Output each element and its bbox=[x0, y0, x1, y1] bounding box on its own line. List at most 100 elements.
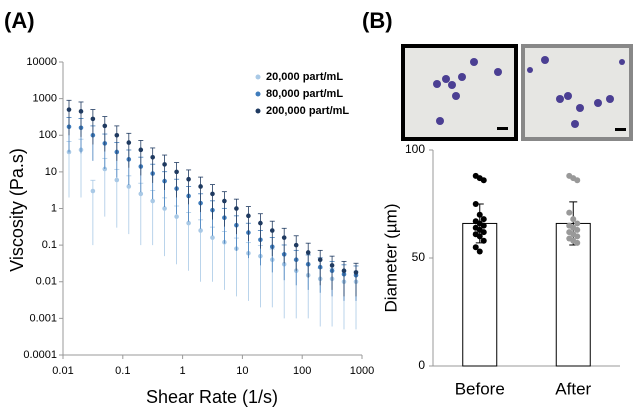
data-point bbox=[126, 184, 132, 189]
x-axis-label: Shear Rate (1/s) bbox=[146, 387, 278, 407]
data-point bbox=[150, 198, 155, 204]
data-point bbox=[186, 176, 191, 182]
data-point bbox=[258, 220, 263, 226]
data-point bbox=[186, 220, 191, 226]
y-tick-label: 0.01 bbox=[36, 276, 57, 288]
bar bbox=[555, 222, 591, 367]
data-point bbox=[341, 268, 347, 274]
bar bbox=[462, 222, 498, 367]
y-axis-label: Viscosity (Pa.s) bbox=[7, 148, 27, 272]
legend-marker bbox=[255, 108, 261, 114]
panel-label: (B) bbox=[362, 8, 393, 33]
data-point bbox=[162, 162, 167, 167]
data-point bbox=[210, 235, 215, 240]
y-tick-label: 1 bbox=[51, 202, 57, 214]
data-point bbox=[210, 191, 215, 197]
data-point bbox=[480, 222, 487, 229]
data-point bbox=[102, 123, 108, 129]
data-point bbox=[269, 228, 275, 233]
legend-label: 200,000 part/mL bbox=[266, 105, 349, 117]
x-tick-label: 0.1 bbox=[115, 365, 130, 377]
error-bar bbox=[78, 101, 84, 137]
data-point bbox=[138, 191, 144, 197]
data-point bbox=[574, 233, 581, 240]
data-point bbox=[222, 198, 227, 204]
y-tick-label: 10 bbox=[45, 166, 57, 178]
error-bar bbox=[329, 255, 335, 290]
y-tick-label: 0.001 bbox=[29, 312, 57, 324]
error-bar bbox=[233, 198, 239, 235]
data-point bbox=[162, 206, 167, 211]
error-bar bbox=[221, 191, 227, 227]
micrograph-before bbox=[401, 44, 518, 141]
data-point bbox=[472, 244, 479, 251]
error-bar bbox=[138, 140, 144, 176]
data-point bbox=[90, 188, 96, 194]
error-bar bbox=[317, 249, 323, 286]
y-axis-label: Diameter (µm) bbox=[381, 204, 400, 313]
error-bar bbox=[186, 169, 192, 205]
x-tick-label: 1 bbox=[180, 365, 186, 377]
data-point bbox=[480, 177, 487, 184]
data-point bbox=[138, 147, 144, 153]
data-point bbox=[566, 209, 573, 216]
y-tick-label: 1000 bbox=[33, 93, 57, 105]
data-point bbox=[480, 216, 487, 223]
y-tick-label: 50 bbox=[412, 250, 426, 264]
data-point bbox=[174, 169, 179, 175]
x-tick-label: 10 bbox=[236, 365, 248, 377]
error-bar bbox=[114, 125, 120, 161]
error-bar bbox=[293, 235, 299, 271]
error-bar bbox=[305, 242, 311, 278]
data-point bbox=[570, 216, 577, 223]
data-point bbox=[317, 257, 323, 262]
error-bar bbox=[174, 162, 180, 198]
x-tick-label: Before bbox=[455, 379, 505, 398]
error-bar bbox=[257, 213, 263, 249]
data-point bbox=[305, 250, 311, 255]
data-point bbox=[66, 107, 72, 112]
x-tick-label: 100 bbox=[293, 365, 311, 377]
x-tick-label: After bbox=[555, 379, 591, 398]
x-tick-label: 1000 bbox=[350, 365, 374, 377]
y-tick-label: 100 bbox=[39, 129, 57, 141]
legend-marker bbox=[255, 91, 261, 97]
data-point bbox=[480, 229, 487, 236]
data-point bbox=[78, 109, 84, 114]
data-point bbox=[574, 226, 581, 233]
data-point bbox=[126, 140, 132, 145]
data-point bbox=[480, 237, 487, 244]
data-point bbox=[281, 235, 287, 240]
data-point bbox=[476, 233, 483, 240]
data-point bbox=[114, 132, 120, 138]
data-point bbox=[476, 211, 483, 218]
error-bar bbox=[126, 132, 132, 168]
data-point bbox=[472, 201, 479, 207]
error-bar bbox=[341, 260, 347, 297]
error-bar bbox=[90, 109, 96, 145]
data-point bbox=[293, 242, 299, 248]
error-bar bbox=[150, 147, 156, 183]
data-point bbox=[574, 220, 581, 227]
y-tick-label: 0.0001 bbox=[23, 349, 57, 361]
legend-marker bbox=[255, 74, 261, 80]
data-point bbox=[198, 228, 203, 233]
error-bar bbox=[269, 220, 275, 257]
legend-label: 20,000 part/mL bbox=[266, 71, 343, 83]
data-point bbox=[198, 184, 203, 189]
y-tick-label: 0.1 bbox=[42, 239, 57, 251]
data-point bbox=[353, 270, 359, 275]
error-bar bbox=[209, 184, 215, 220]
micrograph-after bbox=[521, 44, 633, 141]
error-bar bbox=[281, 227, 287, 264]
data-point bbox=[574, 239, 581, 246]
legend-label: 80,000 part/mL bbox=[266, 88, 343, 100]
error-bar bbox=[245, 206, 251, 241]
y-tick-label: 100 bbox=[405, 142, 425, 156]
error-bar bbox=[353, 262, 359, 297]
error-bar bbox=[102, 116, 108, 152]
error-bar bbox=[66, 99, 72, 136]
data-point bbox=[574, 177, 581, 184]
x-tick-label: 0.01 bbox=[52, 365, 73, 377]
